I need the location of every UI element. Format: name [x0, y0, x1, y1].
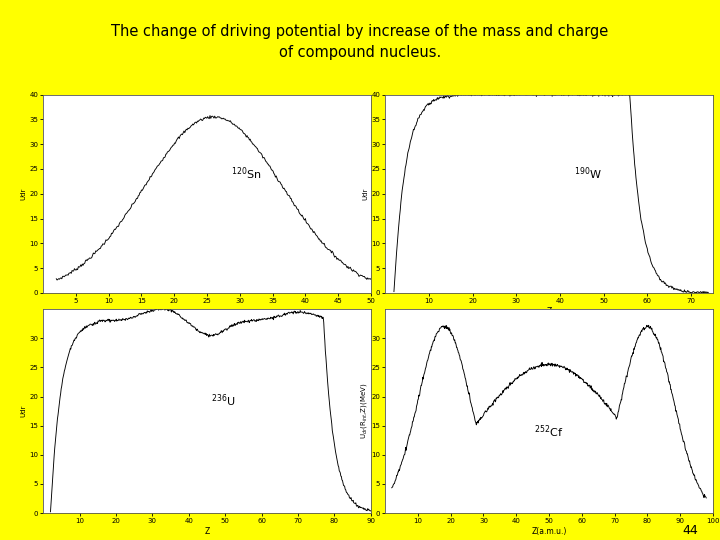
X-axis label: Z: Z [546, 307, 552, 315]
Text: $^{190}$W: $^{190}$W [575, 166, 602, 182]
Y-axis label: Udr: Udr [21, 405, 27, 417]
Y-axis label: Udr: Udr [363, 187, 369, 200]
Text: The change of driving potential by increase of the mass and charge
of compound n: The change of driving potential by incre… [112, 24, 608, 60]
Text: $^{236}$U: $^{236}$U [211, 393, 235, 409]
Text: $^{120}$Sn: $^{120}$Sn [231, 166, 261, 182]
X-axis label: Z: Z [204, 526, 210, 536]
Y-axis label: U$_{dr}$(R$_{int}$,Z)(MeV): U$_{dr}$(R$_{int}$,Z)(MeV) [359, 383, 369, 440]
Y-axis label: Udr: Udr [21, 187, 27, 200]
Text: 44: 44 [683, 524, 698, 537]
X-axis label: Z(a.m.u.): Z(a.m.u.) [531, 526, 567, 536]
Text: $^{252}$Cf: $^{252}$Cf [534, 423, 564, 440]
